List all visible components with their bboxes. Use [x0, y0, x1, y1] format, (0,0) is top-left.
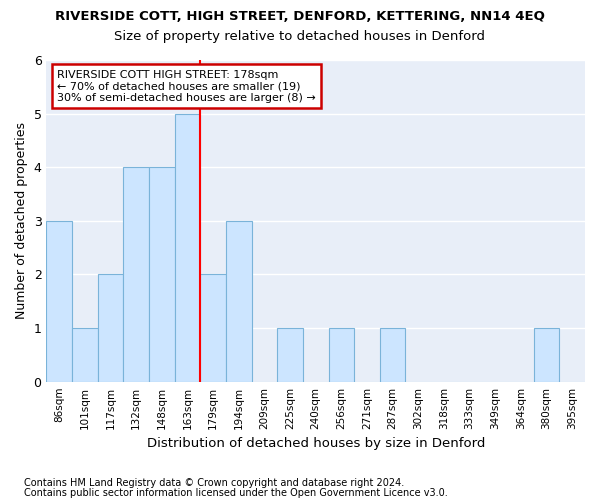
Y-axis label: Number of detached properties: Number of detached properties [15, 122, 28, 320]
X-axis label: Distribution of detached houses by size in Denford: Distribution of detached houses by size … [146, 437, 485, 450]
Text: RIVERSIDE COTT, HIGH STREET, DENFORD, KETTERING, NN14 4EQ: RIVERSIDE COTT, HIGH STREET, DENFORD, KE… [55, 10, 545, 23]
Text: Size of property relative to detached houses in Denford: Size of property relative to detached ho… [115, 30, 485, 43]
Bar [277, 328, 303, 382]
Bar [329, 328, 354, 382]
Text: Contains public sector information licensed under the Open Government Licence v3: Contains public sector information licen… [24, 488, 448, 498]
Bar [98, 274, 124, 382]
Text: RIVERSIDE COTT HIGH STREET: 178sqm
← 70% of detached houses are smaller (19)
30%: RIVERSIDE COTT HIGH STREET: 178sqm ← 70%… [57, 70, 316, 103]
Bar [380, 328, 406, 382]
Bar [124, 167, 149, 382]
Bar [72, 328, 98, 382]
Bar [534, 328, 559, 382]
Bar [46, 221, 72, 382]
Text: Contains HM Land Registry data © Crown copyright and database right 2024.: Contains HM Land Registry data © Crown c… [24, 478, 404, 488]
Bar [175, 114, 200, 382]
Bar [226, 221, 251, 382]
Bar [200, 274, 226, 382]
Bar [149, 167, 175, 382]
